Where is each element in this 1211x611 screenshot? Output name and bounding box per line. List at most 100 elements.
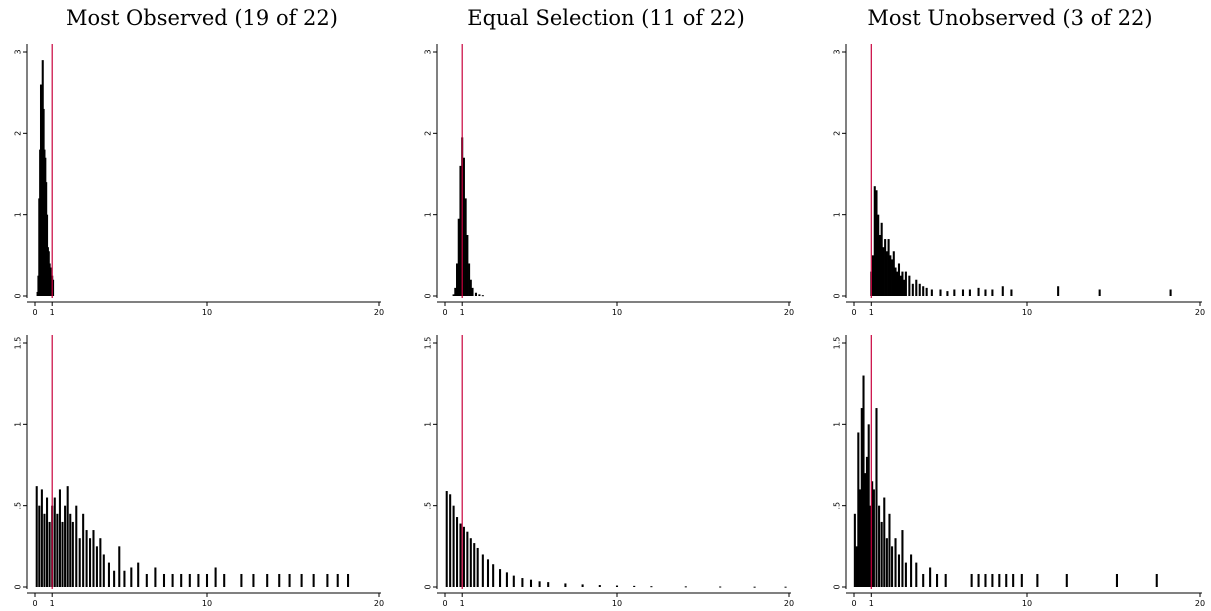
histogram-bar: [977, 573, 980, 587]
histogram-bar: [252, 573, 255, 587]
histogram-bar: [347, 573, 350, 587]
x-tick-label: 10: [202, 599, 212, 608]
histogram-bar: [984, 573, 987, 587]
histogram-bar: [885, 538, 888, 587]
histogram-bar: [449, 494, 452, 587]
histogram-bar: [922, 573, 925, 587]
histogram-bar: [860, 408, 863, 587]
histogram-bar: [871, 481, 874, 587]
histogram-bar: [459, 523, 462, 587]
x-tick-label: 1: [869, 308, 874, 317]
histogram-bar: [123, 570, 126, 587]
histogram-bar: [896, 271, 899, 296]
histogram-bar: [970, 573, 973, 587]
histogram-bar: [885, 251, 888, 296]
y-tick-label: .5: [424, 502, 433, 510]
histogram-bar: [918, 283, 921, 296]
histogram-bar: [930, 289, 933, 296]
histogram-bar: [58, 489, 61, 587]
histogram-bar: [581, 584, 584, 587]
histogram-bar: [66, 486, 69, 587]
y-tick-label: 2: [424, 131, 433, 136]
histogram-bar: [278, 573, 281, 587]
y-tick-label: 0: [424, 293, 433, 298]
histogram-bar: [853, 513, 856, 587]
histogram-bar: [915, 279, 918, 296]
histogram-bar: [326, 573, 329, 587]
y-tick-label: 2: [14, 131, 23, 136]
histogram-bar: [1098, 289, 1101, 296]
x-tick-label: 0: [32, 308, 37, 317]
histogram-bar: [214, 567, 217, 587]
histogram-bar: [894, 538, 897, 587]
x-tick-label: 0: [442, 599, 447, 608]
x-tick-label: 1: [460, 599, 465, 608]
histogram-bar: [904, 271, 907, 296]
histogram-bar: [300, 573, 303, 587]
panel-title-most-unobserved: Most Unobserved (3 of 22): [867, 6, 1153, 30]
histogram-bar: [162, 573, 166, 587]
histogram-bar: [512, 575, 515, 587]
histogram-bar: [719, 586, 722, 588]
histogram-bar: [107, 562, 110, 587]
histogram-bar: [946, 291, 949, 296]
x-tick-label: 0: [442, 308, 447, 317]
histogram-bar: [89, 538, 92, 587]
histogram-bar: [892, 251, 895, 296]
x-tick-label: 20: [374, 599, 384, 608]
histogram-bar: [977, 287, 980, 296]
histogram-bar: [929, 567, 932, 587]
y-tick-label: 1.5: [424, 337, 433, 350]
histogram-bar: [312, 573, 315, 587]
histogram-bar: [75, 505, 78, 587]
x-tick-label: 1: [50, 599, 55, 608]
histogram-bar: [457, 218, 460, 296]
histogram-bar: [855, 546, 858, 587]
histogram-bar: [899, 275, 902, 296]
histogram-bar: [40, 489, 43, 587]
histogram-bar: [538, 581, 541, 587]
histogram-bar: [171, 573, 174, 587]
histogram-bar: [1010, 289, 1013, 296]
histogram-bar: [452, 294, 455, 296]
histogram-bar: [288, 573, 291, 587]
histogram-bar: [145, 573, 148, 587]
histogram-bar: [939, 289, 942, 296]
histogram-bar: [469, 538, 472, 587]
histogram-bar: [130, 567, 133, 587]
histogram-bar: [859, 489, 862, 587]
panel-title-equal-selection: Equal Selection (11 of 22): [467, 6, 745, 30]
histogram-bar: [998, 573, 1001, 587]
histogram-bar: [223, 573, 226, 587]
histogram-bar: [462, 526, 465, 587]
histogram-bar: [944, 573, 947, 587]
histogram-bar: [154, 567, 157, 587]
histogram-bar: [529, 579, 533, 587]
histogram-bar: [903, 279, 906, 296]
histogram-bar: [871, 255, 875, 296]
histogram-bar: [884, 239, 887, 296]
histogram-bar: [880, 222, 883, 296]
histogram-bar: [52, 279, 55, 296]
histogram-bar: [915, 562, 918, 587]
histogram-bar: [82, 513, 85, 587]
histogram-bar: [118, 546, 121, 587]
histogram-bar: [35, 486, 38, 587]
histogram-bar: [547, 582, 550, 587]
histogram-bar: [137, 562, 140, 587]
histogram-bar: [936, 573, 939, 587]
y-tick-label: 0: [14, 584, 23, 589]
histogram-bar: [53, 497, 56, 587]
histogram-bar: [478, 294, 481, 296]
histogram-bar: [99, 538, 102, 587]
x-tick-label: 10: [1022, 308, 1032, 317]
histogram-bar: [894, 267, 897, 296]
histogram-bar: [615, 585, 619, 587]
y-tick-label: 1: [14, 422, 23, 427]
histogram-bar: [753, 586, 756, 588]
histogram-bar: [56, 513, 59, 587]
histogram-bar: [452, 505, 455, 587]
histogram-bar: [464, 198, 467, 296]
histogram-bar: [650, 586, 653, 588]
histogram-bar: [102, 554, 105, 587]
